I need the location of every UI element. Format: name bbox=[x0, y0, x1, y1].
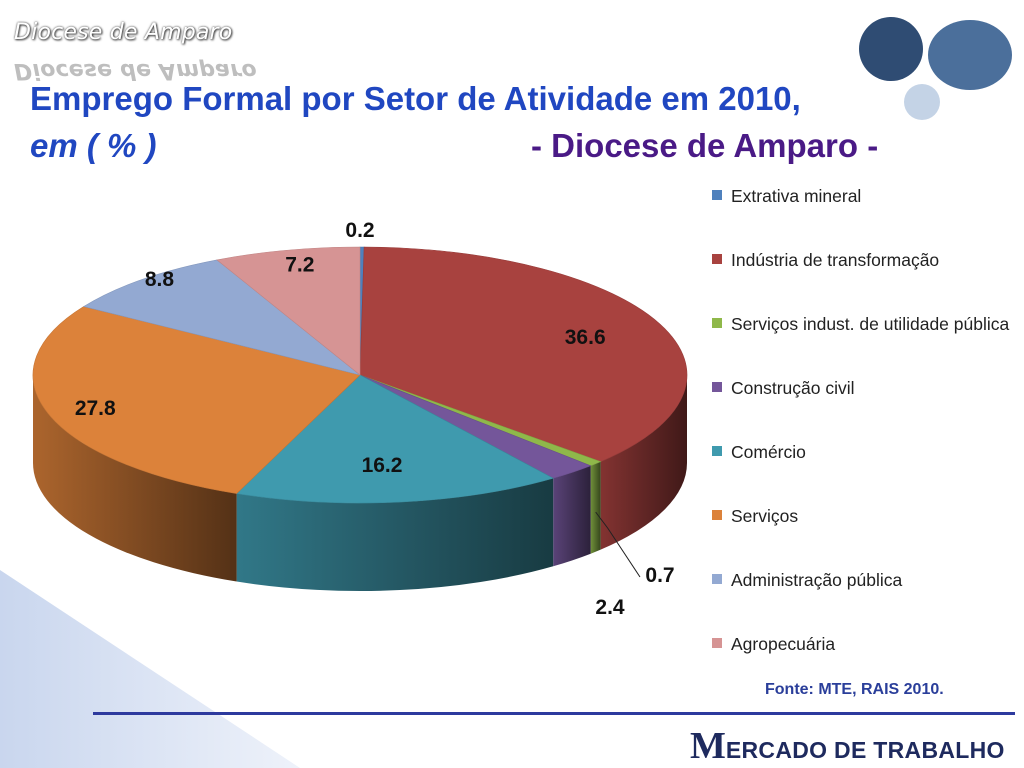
legend-swatch bbox=[712, 446, 722, 456]
footer-logo-initial: M bbox=[690, 725, 726, 767]
data-label-2: 36.6 bbox=[565, 326, 606, 349]
legend-label: Agropecuária bbox=[731, 634, 836, 654]
legend-item: Extrativa mineral bbox=[712, 182, 1012, 210]
pie-slice-7 bbox=[82, 259, 361, 376]
legend-item: Comércio bbox=[712, 438, 1012, 466]
legend-label: Serviços indust. de utilidade pública bbox=[731, 314, 1010, 334]
data-label-3: 0.7 bbox=[645, 564, 674, 587]
page-title-unit: em ( % ) bbox=[30, 127, 157, 164]
legend-swatch bbox=[712, 254, 722, 264]
decorative-circle bbox=[928, 20, 1012, 90]
legend-swatch bbox=[712, 510, 722, 520]
legend-label: Administração pública bbox=[731, 570, 903, 590]
decorative-circle bbox=[904, 84, 940, 120]
footer-logo-text: ERCADO DE TRABALHO bbox=[725, 737, 1005, 763]
data-label-7: 8.8 bbox=[145, 268, 175, 291]
legend-swatch bbox=[712, 382, 722, 392]
source-note: Fonte: MTE, RAIS 2010. bbox=[765, 681, 944, 698]
pie-slice-side-4 bbox=[553, 465, 591, 567]
watermark-text: Diocese de Amparo bbox=[14, 20, 233, 45]
data-label-1: 0.2 bbox=[345, 219, 374, 242]
data-label-6: 27.8 bbox=[75, 397, 116, 420]
legend-item: Serviços bbox=[712, 502, 1012, 530]
footer-logo: MERCADO DE TRABALHO bbox=[690, 725, 1005, 767]
footer-divider bbox=[93, 712, 1015, 715]
pie-slice-side-2 bbox=[600, 375, 687, 550]
legend-swatch bbox=[712, 318, 722, 328]
legend-item: Construção civil bbox=[712, 374, 1012, 402]
data-label-8: 7.2 bbox=[285, 254, 314, 277]
legend-label: Indústria de transformação bbox=[731, 250, 940, 270]
legend-label: Construção civil bbox=[731, 378, 855, 398]
data-label-5: 16.2 bbox=[362, 454, 403, 477]
legend-item: Agropecuária bbox=[712, 630, 1012, 658]
decorative-circle bbox=[859, 17, 923, 81]
legend-item: Administração pública bbox=[712, 566, 1012, 594]
legend-swatch bbox=[712, 638, 722, 648]
pie-slice-6 bbox=[32, 306, 361, 494]
pie-slice-side-6 bbox=[33, 375, 237, 582]
pie-slice-8 bbox=[216, 246, 361, 376]
legend-label: Comércio bbox=[731, 442, 806, 462]
leader-line bbox=[595, 511, 641, 578]
pie-slice-2 bbox=[359, 246, 688, 462]
data-label-4: 2.4 bbox=[595, 596, 625, 619]
legend-label: Serviços bbox=[731, 506, 799, 526]
page-title-region: - Diocese de Amparo - bbox=[531, 127, 879, 164]
pie-slice-side-3 bbox=[590, 461, 601, 554]
legend-item: Serviços indust. de utilidade pública bbox=[712, 310, 1012, 338]
page-title: Emprego Formal por Setor de Atividade em… bbox=[30, 80, 801, 117]
pie-slice-side-5 bbox=[236, 478, 554, 591]
legend-item: Indústria de transformação bbox=[712, 246, 1012, 274]
legend-swatch bbox=[712, 190, 722, 200]
legend-label: Extrativa mineral bbox=[731, 186, 862, 206]
legend-swatch bbox=[712, 574, 722, 584]
pie-slice-5 bbox=[236, 374, 554, 504]
